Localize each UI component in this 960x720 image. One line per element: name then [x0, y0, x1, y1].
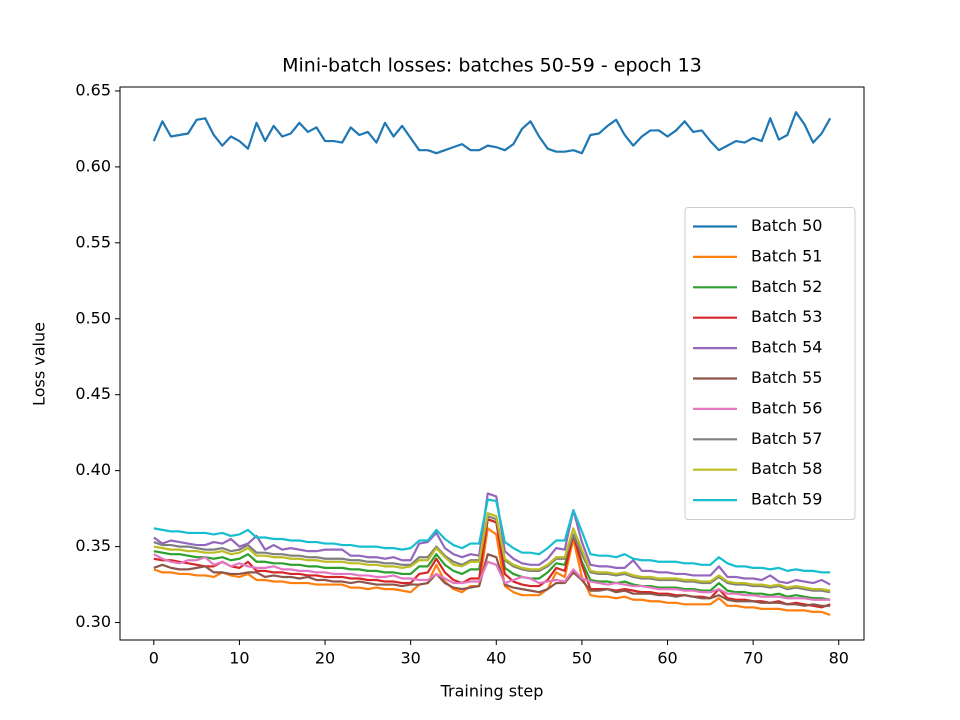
legend-label: Batch 53 [751, 307, 822, 326]
legend-label: Batch 51 [751, 246, 822, 265]
x-tick-label: 60 [657, 649, 677, 668]
series-line [153, 498, 831, 574]
series-line [153, 515, 831, 594]
x-tick-label: 0 [149, 649, 159, 668]
series-line [153, 492, 831, 586]
legend-label: Batch 56 [751, 398, 822, 417]
x-axis-label: Training step [440, 682, 544, 701]
legend-label: Batch 55 [751, 368, 822, 387]
x-tick-label: 40 [486, 649, 506, 668]
legend-label: Batch 58 [751, 459, 822, 478]
y-tick-label: 0.35 [75, 536, 111, 555]
y-tick-label: 0.60 [75, 156, 111, 175]
x-tick-label: 80 [829, 649, 849, 668]
series-line [153, 527, 831, 616]
y-tick-label: 0.55 [75, 232, 111, 251]
legend-label: Batch 59 [751, 490, 822, 509]
legend-label: Batch 52 [751, 277, 822, 296]
y-tick-label: 0.50 [75, 308, 111, 327]
x-tick-label: 70 [743, 649, 763, 668]
x-tick-label: 10 [229, 649, 249, 668]
series-line [153, 512, 831, 592]
legend-label: Batch 54 [751, 338, 822, 357]
series-line [153, 553, 831, 601]
y-tick-label: 0.65 [75, 80, 111, 99]
y-tick-label: 0.30 [75, 612, 111, 631]
legend-label: Batch 50 [751, 216, 822, 235]
series-line [153, 553, 831, 607]
y-tick-label: 0.40 [75, 460, 111, 479]
chart-title: Mini-batch losses: batches 50-59 - epoch… [282, 55, 702, 77]
x-tick-label: 50 [572, 649, 592, 668]
legend-box [684, 207, 856, 520]
y-axis-label: Loss value [30, 322, 49, 406]
legend-label: Batch 57 [751, 429, 822, 448]
series-line [152, 111, 832, 155]
axes-frame [119, 86, 865, 641]
y-tick-label: 0.45 [75, 384, 111, 403]
x-tick-label: 30 [400, 649, 420, 668]
x-tick-label: 20 [315, 649, 335, 668]
